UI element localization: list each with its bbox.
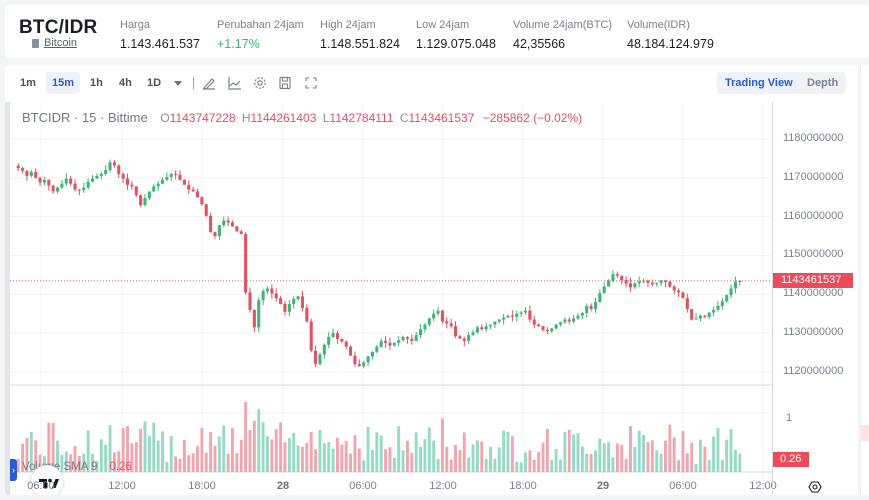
time-tick-label: 06:00 bbox=[349, 480, 377, 492]
chart-settings-icon[interactable] bbox=[807, 479, 823, 495]
volume-axis-label: 1 bbox=[786, 412, 793, 424]
stat-label: Perubahan 24jam bbox=[217, 19, 304, 31]
volume-value-tag: 0.26 bbox=[773, 452, 809, 467]
trading-view-button[interactable]: Trading View bbox=[717, 72, 801, 94]
stat-label: Volume(IDR) bbox=[627, 19, 690, 31]
price-tick-label: 1160000000 bbox=[783, 209, 844, 222]
gear-icon[interactable] bbox=[252, 75, 268, 91]
time-tick-label: 12:00 bbox=[108, 480, 136, 492]
symbol-legend: BTCIDR · 15 · Bittime bbox=[22, 110, 148, 125]
current-price-tag: 1143461537 bbox=[773, 273, 853, 288]
expand-toolbar-button[interactable]: › bbox=[10, 459, 17, 481]
tradingview-logo[interactable] bbox=[30, 465, 64, 495]
open-value: 1143747228 bbox=[169, 111, 236, 125]
fullscreen-icon[interactable] bbox=[303, 75, 319, 91]
time-tick-label: 18:00 bbox=[509, 480, 537, 492]
price-tick-label: 1180000000 bbox=[783, 132, 844, 144]
asset-name[interactable]: Bitcoin bbox=[44, 37, 78, 49]
price-tick-label: 1140000000 bbox=[783, 287, 844, 300]
time-tick-label: 18:00 bbox=[188, 480, 216, 492]
chevron-down-icon[interactable] bbox=[173, 75, 183, 91]
stat-label: Volume 24jam(BTC) bbox=[513, 19, 613, 31]
stat-5: Volume(IDR) 48.184.124.979 bbox=[627, 19, 714, 51]
chart-card: 1m 15m 1h 4h 1D Trading View Depth BTCIDR · … bbox=[5, 65, 858, 495]
timeframe-1D[interactable]: 1D bbox=[147, 77, 162, 89]
stat-value: +1.17% bbox=[217, 37, 260, 51]
timeframe-1h[interactable]: 1h bbox=[90, 77, 103, 89]
timeframe-4h[interactable]: 4h bbox=[119, 77, 132, 89]
stat-label: Low 24jam bbox=[416, 19, 470, 31]
volume-sma-value: 0.26 bbox=[109, 461, 132, 473]
high-value: 1144261403 bbox=[250, 111, 317, 125]
stat-label: High 24jam bbox=[320, 19, 376, 31]
book-icon bbox=[32, 38, 39, 48]
time-tick-label: 06:00 bbox=[27, 480, 55, 492]
ohlc-legend: BTCIDR · 15 · Bittime O1143747228 H11442… bbox=[22, 110, 583, 125]
pencil-draw-icon[interactable] bbox=[201, 75, 217, 91]
toolbar-divider bbox=[193, 77, 194, 89]
time-tick-label: 29 bbox=[596, 480, 610, 492]
price-tick-label: 1130000000 bbox=[783, 326, 844, 339]
indicator-chart-icon[interactable] bbox=[227, 75, 243, 91]
side-panel-edge bbox=[860, 65, 869, 495]
price-axis[interactable]: 1180000000 1170000000 1160000000 1150000000… bbox=[772, 102, 858, 495]
stat-4: Volume 24jam(BTC) 42,35566 bbox=[513, 19, 612, 51]
close-value: 1143461537 bbox=[408, 111, 475, 125]
drawing-toolbar-collapsed bbox=[5, 102, 10, 495]
stat-0: Harga 1.143.461.537 bbox=[120, 19, 200, 51]
price-tick-label: 1170000000 bbox=[783, 170, 844, 183]
time-tick-label: 12:00 bbox=[749, 480, 777, 492]
stat-value: 48.184.124.979 bbox=[627, 37, 714, 51]
stat-value: 1.143.461.537 bbox=[120, 37, 200, 51]
time-tick-label: 12:00 bbox=[429, 480, 457, 492]
stat-value: 1.129.075.048 bbox=[416, 37, 496, 51]
stat-3: Low 24jam 1.129.075.048 bbox=[416, 19, 496, 51]
candlestick-chart[interactable] bbox=[10, 102, 772, 495]
price-tick-label: 1150000000 bbox=[783, 248, 844, 261]
time-tick-label: 06:00 bbox=[669, 480, 697, 492]
timeframe-1m[interactable]: 1m bbox=[20, 77, 36, 89]
chart-plot-area[interactable]: BTCIDR · 15 · Bittime O1143747228 H11442… bbox=[10, 102, 777, 495]
stat-value: 1.148.551.824 bbox=[320, 37, 400, 51]
stat-2: High 24jam 1.148.551.824 bbox=[320, 19, 400, 51]
asset-link[interactable]: Bitcoin bbox=[32, 37, 77, 49]
depth-button[interactable]: Depth bbox=[799, 72, 847, 94]
save-icon[interactable] bbox=[277, 75, 293, 91]
stat-value: 42,35566 bbox=[513, 37, 566, 51]
market-summary-bar: BTC/IDR Bitcoin Harga 1.143.461.537 Perub… bbox=[5, 5, 869, 58]
time-tick-label: 28 bbox=[276, 480, 290, 492]
price-tick-label: 1120000000 bbox=[783, 364, 844, 377]
stat-1: Perubahan 24jam +1.17% bbox=[217, 19, 304, 51]
change-value: −285862 (−0.02%) bbox=[482, 111, 583, 125]
low-value: 1142784111 bbox=[329, 111, 394, 125]
pair-title: BTC/IDR bbox=[19, 17, 98, 38]
stat-label: Harga bbox=[120, 19, 150, 31]
timeframe-15m[interactable]: 15m bbox=[46, 72, 81, 94]
tradingview-logo-icon bbox=[39, 478, 59, 488]
chart-toolbar: 1m 15m 1h 4h 1D Trading View Depth bbox=[5, 72, 858, 94]
